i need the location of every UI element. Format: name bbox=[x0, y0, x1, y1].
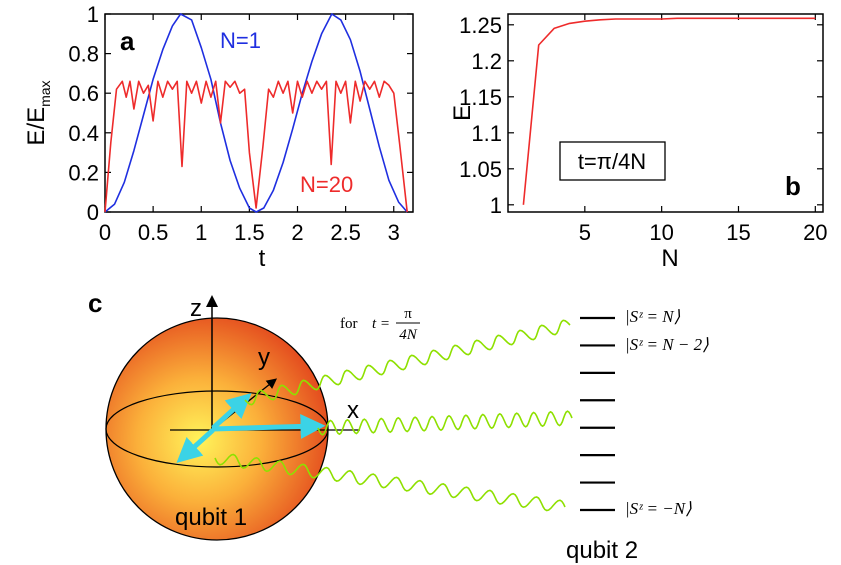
waves bbox=[214, 319, 573, 512]
time-formula: for t = π 4N bbox=[340, 306, 420, 343]
series-n-20 bbox=[104, 80, 408, 213]
x-tick-label: 20 bbox=[803, 220, 827, 245]
panel-b-xlabel: N bbox=[661, 245, 678, 272]
y-tick-label: 1.15 bbox=[459, 85, 502, 110]
x-tick-label: 0.5 bbox=[138, 220, 169, 245]
z-axis-label: z bbox=[190, 295, 202, 322]
y-tick-label: 0.6 bbox=[68, 81, 99, 106]
panel-a-frame bbox=[104, 13, 414, 213]
x-tick-label: 1 bbox=[195, 220, 207, 245]
panel-a-xlabel: t bbox=[259, 245, 266, 272]
panel-a-series bbox=[104, 13, 408, 213]
panel-a-y-ticks: 0 0.2 0.4 0.6 0.8 1 bbox=[68, 2, 413, 225]
panel-b-ylabel: E bbox=[449, 105, 476, 121]
y-tick-label: 0 bbox=[87, 200, 99, 225]
panel-c-label: c bbox=[88, 288, 102, 318]
x-tick-label: 0 bbox=[99, 220, 111, 245]
panel-c: c z y x for t = π 4N |Sᶻ = N⟩ |Sᶻ = N − … bbox=[88, 288, 709, 564]
y-tick-label: 1 bbox=[490, 193, 502, 218]
y-tick-label: 0.4 bbox=[68, 121, 99, 146]
y-axis-label: y bbox=[258, 344, 270, 371]
panel-b-label: b bbox=[785, 171, 801, 201]
x-tick-label: 15 bbox=[726, 220, 750, 245]
qubit-2-label: qubit 2 bbox=[566, 537, 638, 564]
series-e bbox=[522, 17, 816, 205]
annotation-n1: N=1 bbox=[220, 28, 261, 53]
formula-num: π bbox=[404, 306, 412, 322]
state-bottom: |Sᶻ = −N⟩ bbox=[625, 499, 692, 518]
panel-a-label: a bbox=[120, 26, 135, 56]
y-tick-label: 1 bbox=[87, 2, 99, 27]
spin-arrow-y bbox=[211, 392, 252, 430]
panel-b-annotation-box bbox=[559, 141, 666, 181]
annotation-n20: N=20 bbox=[300, 172, 353, 197]
panel-b-series bbox=[522, 17, 816, 205]
panel-a-x-ticks: 0 0.5 1 1.5 2 2.5 3 bbox=[99, 14, 400, 245]
state-second: |Sᶻ = N − 2⟩ bbox=[625, 335, 709, 354]
sphere-equator bbox=[105, 390, 329, 468]
wave-2 bbox=[317, 410, 573, 436]
x-axis-label: x bbox=[347, 397, 359, 424]
panel-b: 5 10 15 20 1 1.05 1.1 1.15 1.2 1.25 t=π/4N b N E bbox=[449, 13, 828, 272]
panel-b-y-ticks: 1 1.05 1.1 1.15 1.2 1.25 bbox=[459, 13, 823, 218]
spin-arrow-x bbox=[211, 414, 326, 439]
formula-lhs: t = bbox=[372, 316, 390, 332]
state-top: |Sᶻ = N⟩ bbox=[625, 307, 681, 326]
x-tick-label: 3 bbox=[388, 220, 400, 245]
panel-a-ylabel-main: E/E bbox=[23, 107, 50, 146]
x-tick-label: 2 bbox=[291, 220, 303, 245]
panel-b-annotation: t=π/4N bbox=[578, 149, 646, 174]
wave-1 bbox=[244, 319, 571, 406]
y-tick-label: 1.05 bbox=[459, 157, 502, 182]
panel-b-x-ticks: 5 10 15 20 bbox=[579, 14, 828, 245]
y-tick-label: 1.1 bbox=[471, 121, 502, 146]
x-tick-label: 5 bbox=[579, 220, 591, 245]
x-tick-label: 1.5 bbox=[234, 220, 265, 245]
panel-a: 0 0.5 1 1.5 2 2.5 3 00.20.40.60.81 a N=1 N=20 … bbox=[23, 2, 414, 272]
formula-prefix: for bbox=[340, 316, 358, 332]
spin-arrow-neg bbox=[176, 428, 215, 464]
panel-a-ylabel-sub: max bbox=[37, 80, 53, 106]
energy-levels bbox=[580, 316, 615, 512]
x-tick-label: 10 bbox=[649, 220, 673, 245]
series-n-1 bbox=[104, 13, 408, 213]
x-tick-label: 2.5 bbox=[330, 220, 361, 245]
formula-den: 4N bbox=[399, 327, 418, 343]
y-tick-label: 0.2 bbox=[68, 160, 99, 185]
qubit-1-label: qubit 1 bbox=[175, 504, 247, 531]
y-tick-label: 0.8 bbox=[68, 42, 99, 67]
panel-b-frame bbox=[507, 13, 824, 213]
y-tick-label: 1.25 bbox=[459, 13, 502, 38]
panel-a-ylabel: E/Emax bbox=[23, 80, 53, 145]
wave-3 bbox=[214, 453, 566, 512]
y-tick-label: 1.2 bbox=[471, 49, 502, 74]
